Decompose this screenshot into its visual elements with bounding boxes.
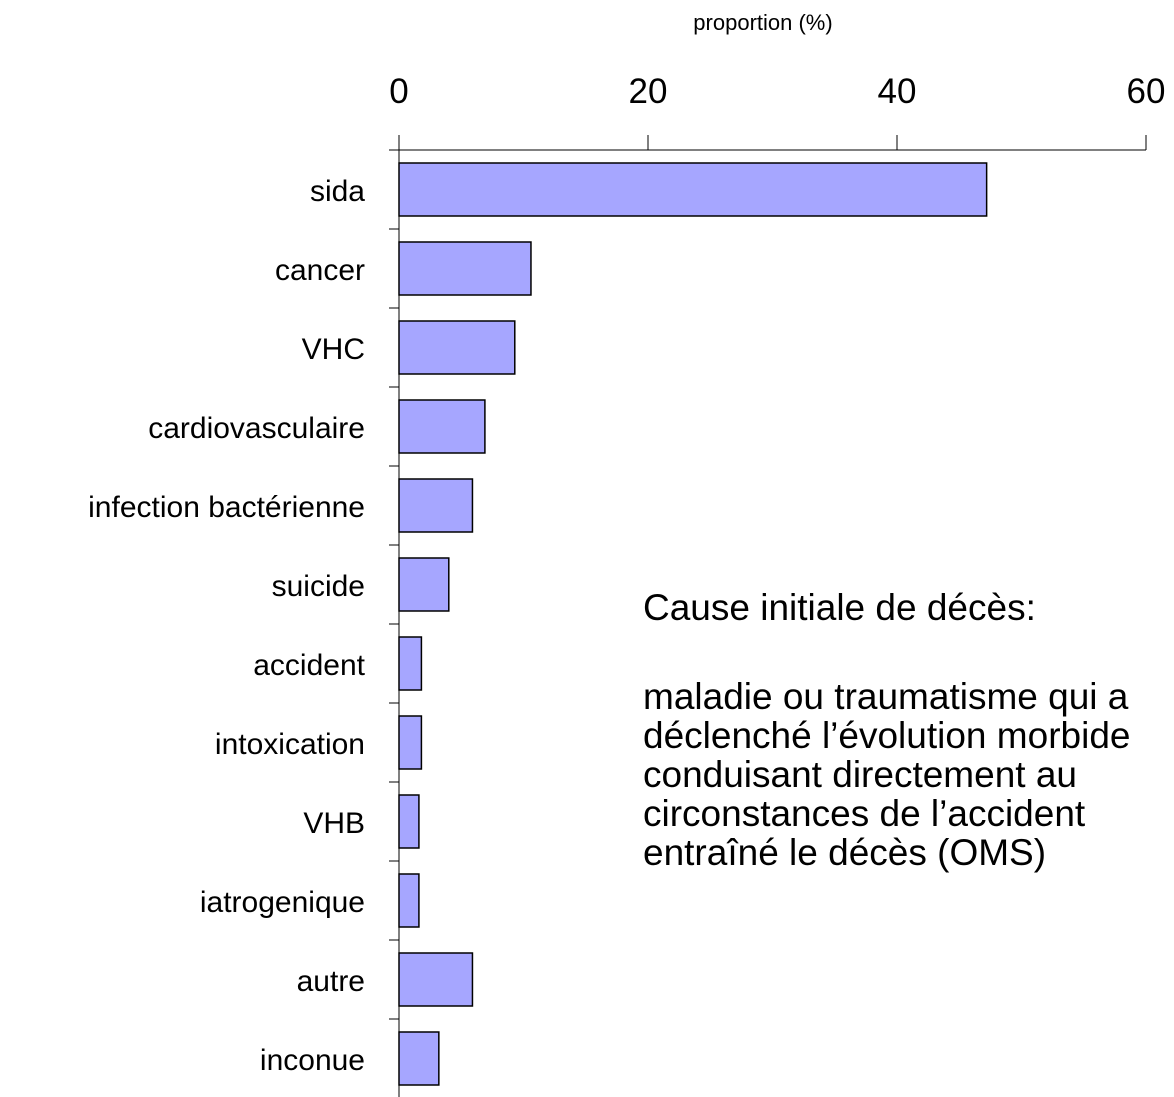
- bar: [398, 320, 516, 375]
- y-tick-label: intoxication: [215, 728, 365, 761]
- y-tick-label: sida: [310, 175, 365, 208]
- x-tick-label: 20: [629, 72, 668, 111]
- bar: [398, 478, 474, 533]
- annotation-line: maladie ou traumatisme qui a: [643, 676, 1129, 717]
- annotation-line: entraîné le décès (OMS): [643, 832, 1046, 873]
- bar: [398, 557, 450, 612]
- annotation-line: déclenché l’évolution morbide: [643, 715, 1130, 756]
- x-axis-label: proportion (%): [693, 10, 832, 35]
- bar: [398, 873, 420, 928]
- annotation-title: Cause initiale de décès:: [643, 587, 1036, 628]
- y-tick-label: inconue: [260, 1044, 365, 1077]
- bar: [398, 399, 486, 454]
- annotation-line: circonstances de l’accident: [643, 793, 1086, 834]
- bar: [398, 636, 423, 691]
- y-tick-label: autre: [297, 965, 365, 998]
- bar: [398, 715, 423, 770]
- x-tick-label: 40: [878, 72, 917, 111]
- y-tick-label: suicide: [272, 570, 365, 603]
- y-tick-label: VHC: [302, 333, 365, 366]
- y-tick-label: accident: [253, 649, 365, 682]
- annotation-line: conduisant directement au: [643, 754, 1077, 795]
- y-tick-label: infection bactérienne: [88, 491, 365, 524]
- bar: [398, 162, 988, 217]
- y-tick-label: iatrogenique: [200, 886, 365, 919]
- bar: [398, 241, 532, 296]
- bar: [398, 1031, 440, 1086]
- bar: [398, 794, 420, 849]
- y-tick-label: VHB: [303, 807, 365, 840]
- x-tick-label: 0: [389, 72, 408, 111]
- y-tick-label: cancer: [275, 254, 365, 287]
- bar: [398, 952, 474, 1007]
- y-tick-label: cardiovasculaire: [148, 412, 365, 445]
- x-tick-label: 60: [1127, 72, 1166, 111]
